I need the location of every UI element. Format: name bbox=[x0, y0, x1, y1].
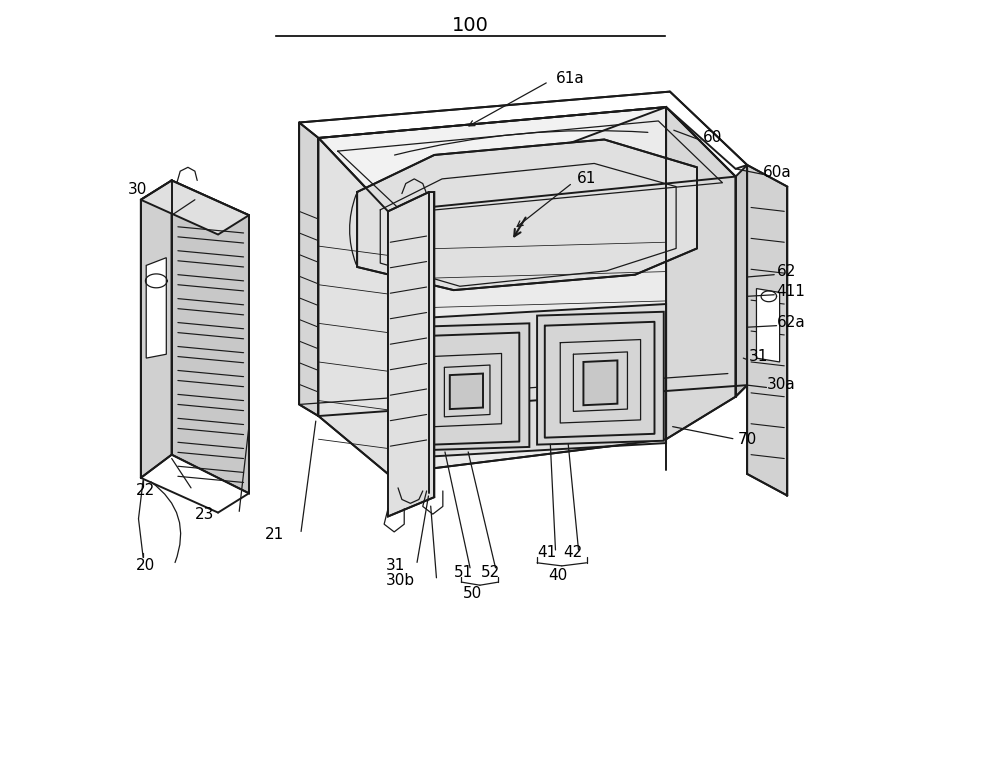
Text: 20: 20 bbox=[135, 558, 155, 573]
Polygon shape bbox=[756, 289, 780, 362]
Text: 30: 30 bbox=[128, 182, 147, 197]
Polygon shape bbox=[396, 304, 666, 458]
Polygon shape bbox=[403, 324, 529, 450]
Text: 40: 40 bbox=[548, 569, 568, 584]
Polygon shape bbox=[537, 312, 664, 444]
Polygon shape bbox=[141, 180, 172, 478]
FancyArrowPatch shape bbox=[350, 194, 356, 265]
Text: 23: 23 bbox=[195, 506, 214, 521]
Text: 61: 61 bbox=[577, 171, 597, 187]
Text: 62: 62 bbox=[777, 264, 796, 279]
Polygon shape bbox=[146, 258, 166, 358]
FancyArrowPatch shape bbox=[395, 131, 648, 155]
Text: 51: 51 bbox=[454, 566, 473, 580]
Polygon shape bbox=[299, 122, 318, 416]
Polygon shape bbox=[583, 360, 617, 405]
Text: 60a: 60a bbox=[763, 165, 791, 180]
Text: 30b: 30b bbox=[386, 573, 415, 588]
Text: 411: 411 bbox=[777, 284, 805, 300]
Text: 50: 50 bbox=[463, 586, 483, 601]
Polygon shape bbox=[318, 107, 736, 212]
Polygon shape bbox=[736, 165, 747, 397]
Polygon shape bbox=[357, 139, 697, 290]
Text: 30a: 30a bbox=[766, 377, 795, 392]
Text: 60: 60 bbox=[702, 131, 722, 145]
Text: 42: 42 bbox=[563, 545, 583, 560]
Polygon shape bbox=[388, 107, 666, 474]
Text: 31: 31 bbox=[749, 349, 768, 364]
Polygon shape bbox=[318, 138, 388, 474]
Polygon shape bbox=[172, 180, 249, 493]
Polygon shape bbox=[388, 192, 434, 517]
Text: 62a: 62a bbox=[777, 315, 805, 330]
Text: 52: 52 bbox=[481, 566, 500, 580]
Text: 70: 70 bbox=[738, 432, 757, 447]
Text: 61a: 61a bbox=[556, 71, 584, 86]
Polygon shape bbox=[141, 180, 249, 234]
Text: 100: 100 bbox=[452, 16, 489, 36]
Text: 41: 41 bbox=[537, 545, 556, 560]
Polygon shape bbox=[666, 107, 736, 440]
Text: 31: 31 bbox=[386, 558, 405, 573]
Polygon shape bbox=[747, 165, 787, 496]
Text: 21: 21 bbox=[264, 527, 284, 541]
Text: 22: 22 bbox=[135, 483, 155, 499]
Polygon shape bbox=[450, 373, 483, 409]
